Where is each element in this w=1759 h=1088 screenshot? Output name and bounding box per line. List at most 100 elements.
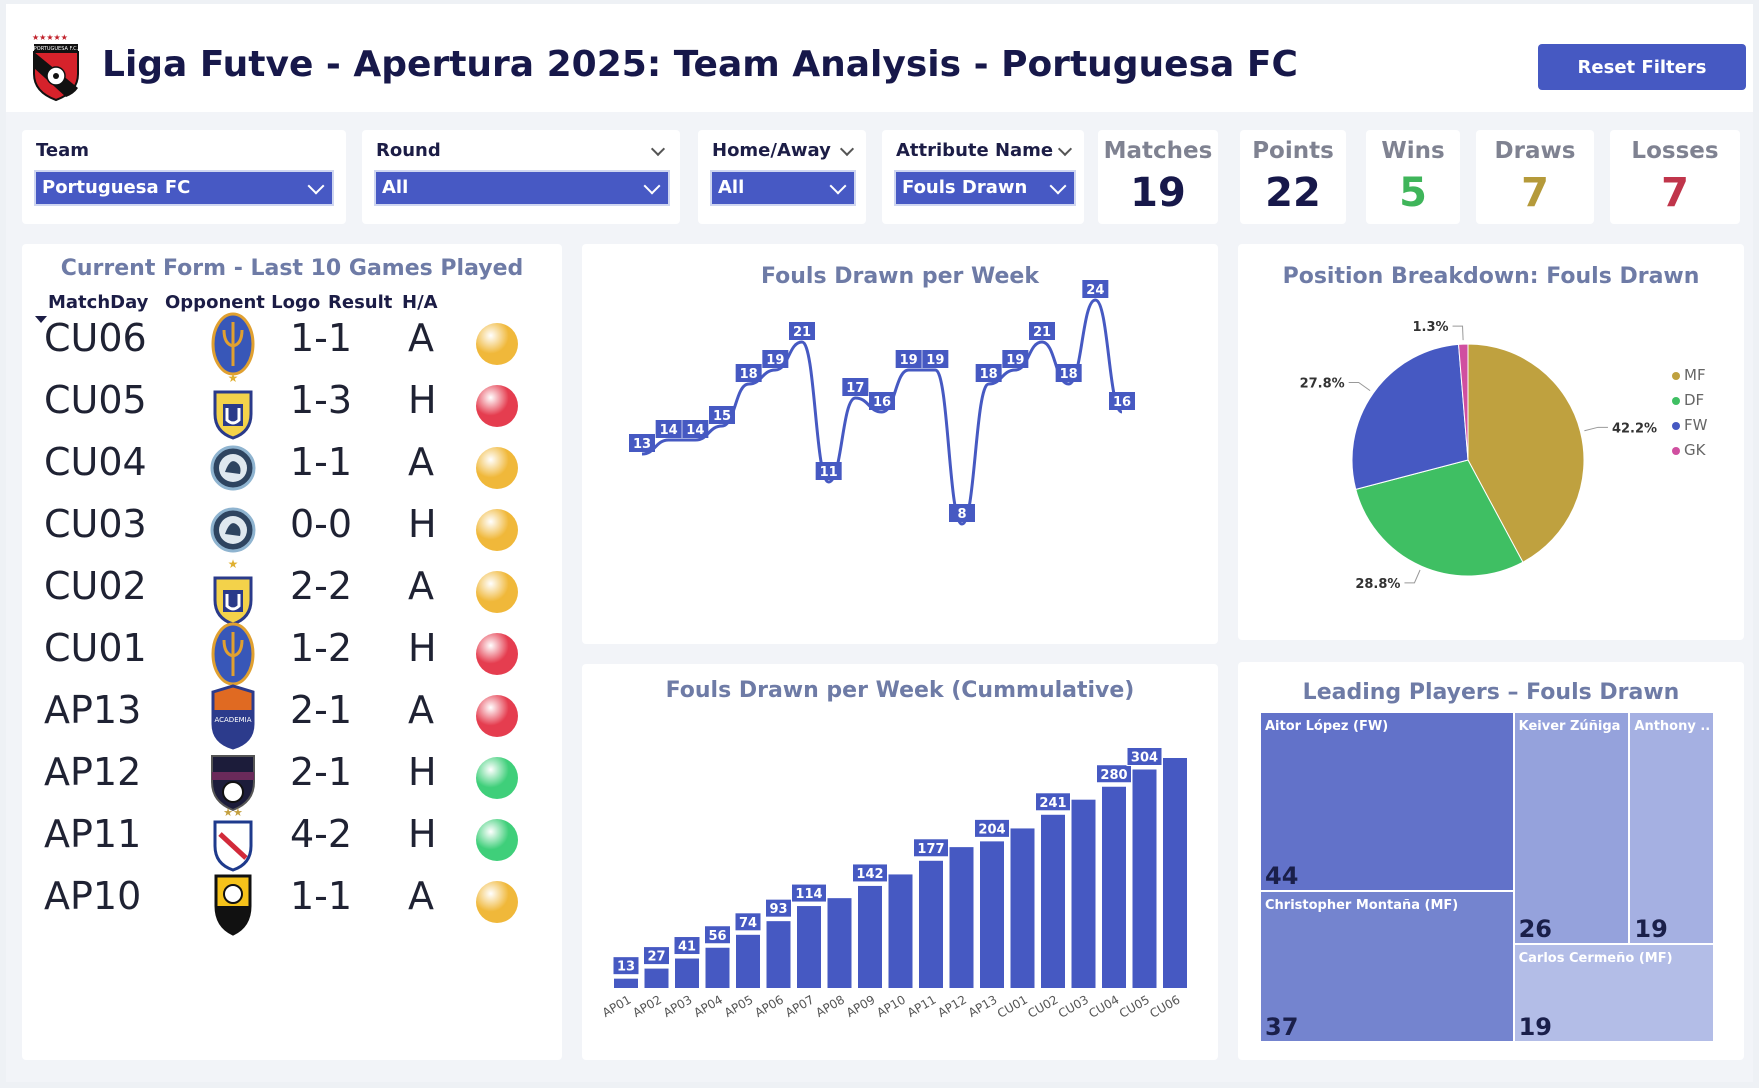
chevron-down-icon[interactable] (839, 141, 855, 157)
outcome-loss-indicator (476, 695, 518, 737)
treemap-tile[interactable]: Keiver Zúñiga ... 26 (1513, 712, 1630, 945)
attribute-dropdown[interactable]: Fouls Drawn (894, 170, 1076, 206)
round-slicer-label: Round (376, 140, 441, 161)
bar-data-label: 114 (791, 883, 827, 903)
chevron-down-icon[interactable] (650, 141, 666, 157)
data-label[interactable]: 15 (709, 406, 735, 424)
data-label[interactable]: 14 (655, 420, 682, 438)
svg-text:17: 17 (846, 381, 864, 396)
bar-AP03[interactable] (675, 958, 699, 988)
bar-CU04[interactable] (1102, 786, 1126, 988)
bar-CU01[interactable] (1010, 828, 1035, 988)
bar-AP06[interactable] (766, 921, 791, 988)
col-header-ha[interactable]: H/A (402, 292, 438, 313)
bar-AP02[interactable] (644, 968, 669, 988)
round-crest-icon (210, 507, 256, 553)
kpi-losses: Losses 7 (1610, 130, 1740, 224)
bar-AP11[interactable] (919, 860, 943, 988)
pie-slice-DF[interactable] (1355, 459, 1524, 577)
form-row[interactable]: AP10 1-1 A (22, 866, 562, 936)
x-tick-label: CU06 (1147, 992, 1182, 1020)
pie-slice-GK[interactable] (1458, 343, 1469, 461)
svg-text:241: 241 (1039, 796, 1066, 811)
result-cell: 4-2 (290, 812, 353, 856)
col-header-result[interactable]: Result (328, 292, 393, 313)
data-label[interactable]: 19 (922, 350, 949, 368)
x-tick-label: AP03 (661, 992, 695, 1019)
data-label[interactable]: 11 (815, 462, 842, 480)
team-dropdown[interactable]: Portuguesa FC (34, 170, 334, 206)
data-label[interactable]: 21 (789, 322, 815, 340)
pie-slice-MF[interactable] (1467, 343, 1585, 563)
data-label[interactable]: 21 (1029, 322, 1055, 340)
bar-AP13[interactable] (980, 841, 1004, 988)
bar-data-label: 74 (734, 912, 762, 932)
form-row[interactable]: CU01 1-2 H (22, 618, 562, 688)
treemap-tile[interactable]: Aitor López (FW) 44 (1260, 712, 1514, 892)
treemap-tile[interactable]: Christopher Montaña (MF) 37 (1260, 891, 1514, 1042)
pie-slice-FW[interactable] (1351, 343, 1469, 490)
data-label[interactable]: 19 (762, 350, 789, 368)
round-dropdown[interactable]: All (374, 170, 670, 206)
matchday-cell: AP11 (44, 812, 142, 856)
home-away-dropdown[interactable]: All (710, 170, 856, 206)
data-label[interactable]: 17 (842, 378, 869, 396)
form-row[interactable]: AP12 2-1 H (22, 742, 562, 812)
legend-item-DF[interactable]: DF (1672, 391, 1704, 409)
svg-text:18: 18 (1060, 367, 1078, 382)
form-row[interactable]: CU02 ★ 2-2 A (22, 556, 562, 626)
treemap-tile[interactable]: Anthony ... 19 (1629, 712, 1714, 945)
data-label[interactable]: 18 (975, 364, 1002, 382)
bar-CU06[interactable] (1163, 758, 1187, 988)
legend-item-MF[interactable]: MF (1672, 366, 1706, 384)
chevron-down-icon[interactable] (1057, 141, 1073, 157)
club-logo-icon: ★★★★★ PORTUGUESA F.C. (32, 33, 79, 102)
svg-text:18: 18 (740, 367, 758, 382)
bar-AP05[interactable] (736, 934, 760, 988)
bar-AP12[interactable] (949, 847, 974, 988)
x-tick-label: AP08 (813, 992, 847, 1019)
bar-CU03[interactable] (1071, 799, 1096, 988)
kpi-matches: Matches 19 (1098, 130, 1218, 224)
bar-CU05[interactable] (1132, 769, 1157, 989)
x-tick-label: AP04 (691, 992, 725, 1019)
legend-item-FW[interactable]: FW (1672, 416, 1707, 434)
bar-AP01[interactable] (614, 978, 638, 988)
result-cell: 2-2 (290, 564, 353, 608)
bar-AP10[interactable] (888, 874, 913, 988)
bar-AP08[interactable] (827, 898, 852, 988)
form-row[interactable]: CU05 ★ 1-3 H (22, 370, 562, 440)
data-label[interactable]: 16 (869, 392, 895, 410)
data-label[interactable]: 19 (1002, 350, 1029, 368)
legend-dot-icon (1672, 372, 1680, 380)
form-row[interactable]: CU04 1-1 A (22, 432, 562, 502)
data-label[interactable]: 13 (629, 434, 655, 452)
pie-slice-label: 42.2% (1612, 421, 1657, 436)
form-row[interactable]: AP11 ★★ 4-2 H (22, 804, 562, 874)
svg-text:19: 19 (1006, 353, 1024, 368)
kpi-draws: Draws 7 (1476, 130, 1594, 224)
data-label[interactable]: 8 (949, 504, 975, 522)
data-label[interactable]: 24 (1082, 280, 1109, 298)
data-label[interactable]: 18 (1055, 364, 1082, 382)
form-row[interactable]: CU06 1-1 A (22, 308, 562, 378)
data-label[interactable]: 19 (895, 350, 922, 368)
form-row[interactable]: CU03 0-0 H (22, 494, 562, 564)
data-label[interactable]: 16 (1109, 392, 1135, 410)
header-bar: ★★★★★ PORTUGUESA F.C. Liga Futve - Apert… (6, 4, 1753, 112)
data-label[interactable]: 18 (735, 364, 762, 382)
form-row[interactable]: AP13 ACADEMIA 2-1 A (22, 680, 562, 750)
bar-CU02[interactable] (1041, 814, 1065, 988)
reset-filters-button[interactable]: Reset Filters (1538, 44, 1746, 90)
bar-AP09[interactable] (858, 885, 882, 988)
legend-item-GK[interactable]: GK (1672, 441, 1705, 459)
treemap-title: Leading Players – Fouls Drawn (1302, 680, 1680, 705)
col-header-opponent-logo[interactable]: Opponent Logo (165, 292, 321, 313)
bar-AP04[interactable] (705, 947, 730, 988)
treemap-tile[interactable]: Carlos Cermeño (MF) 19 (1513, 944, 1714, 1042)
matchday-cell: CU05 (44, 378, 147, 422)
col-header-matchday[interactable]: MatchDay (48, 292, 149, 313)
data-label[interactable]: 14 (682, 420, 709, 438)
bar-AP07[interactable] (797, 906, 821, 988)
legend-dot-icon (1672, 397, 1680, 405)
